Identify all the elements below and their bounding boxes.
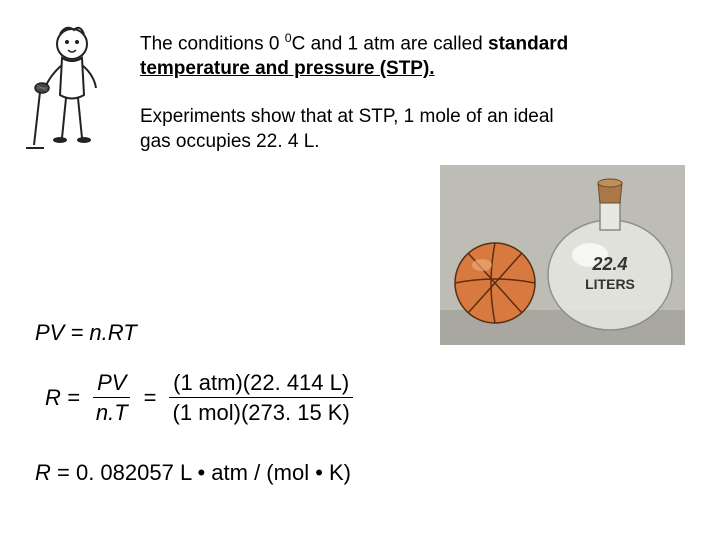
molar-volume-text: Experiments show that at STP, 1 mole of … bbox=[140, 105, 570, 154]
frac2-numerator: (1 atm)(22. 414 L) bbox=[169, 370, 353, 398]
molar-volume-illustration: 22.4 LITERS bbox=[440, 165, 685, 345]
fraction-pv-nt: PV n.T bbox=[92, 370, 132, 426]
equals-sign: = bbox=[144, 385, 157, 411]
gas-constant-derivation: R = PV n.T = (1 atm)(22. 414 L) (1 mol)(… bbox=[45, 370, 354, 426]
svg-text:22.4: 22.4 bbox=[591, 254, 627, 274]
para1-bold-plain: standard bbox=[488, 33, 568, 54]
frac2-denominator: (1 mol)(273. 15 K) bbox=[169, 398, 354, 425]
ideal-gas-law-equation: PV = n.RT bbox=[35, 320, 137, 346]
para1-bold-underline: temperature and pressure (STP). bbox=[140, 58, 435, 79]
R-symbol: R bbox=[35, 460, 51, 485]
gas-constant-value: R = 0. 082057 L • atm / (mol • K) bbox=[35, 460, 351, 486]
para1-superscript: 0 bbox=[285, 31, 292, 45]
R-value-text: = 0. 082057 L • atm / (mol • K) bbox=[51, 460, 351, 485]
cartoon-boy-microphone bbox=[20, 20, 120, 150]
frac1-denominator: n.T bbox=[92, 398, 132, 425]
fraction-values: (1 atm)(22. 414 L) (1 mol)(273. 15 K) bbox=[169, 370, 354, 426]
R-lhs: R = bbox=[45, 385, 80, 411]
frac1-numerator: PV bbox=[93, 370, 130, 398]
svg-text:LITERS: LITERS bbox=[585, 276, 635, 292]
para1-prefix: The conditions 0 bbox=[140, 33, 285, 54]
stp-definition-text: The conditions 0 0C and 1 atm are called… bbox=[140, 30, 600, 82]
para1-mid: C and 1 atm are called bbox=[292, 33, 488, 54]
